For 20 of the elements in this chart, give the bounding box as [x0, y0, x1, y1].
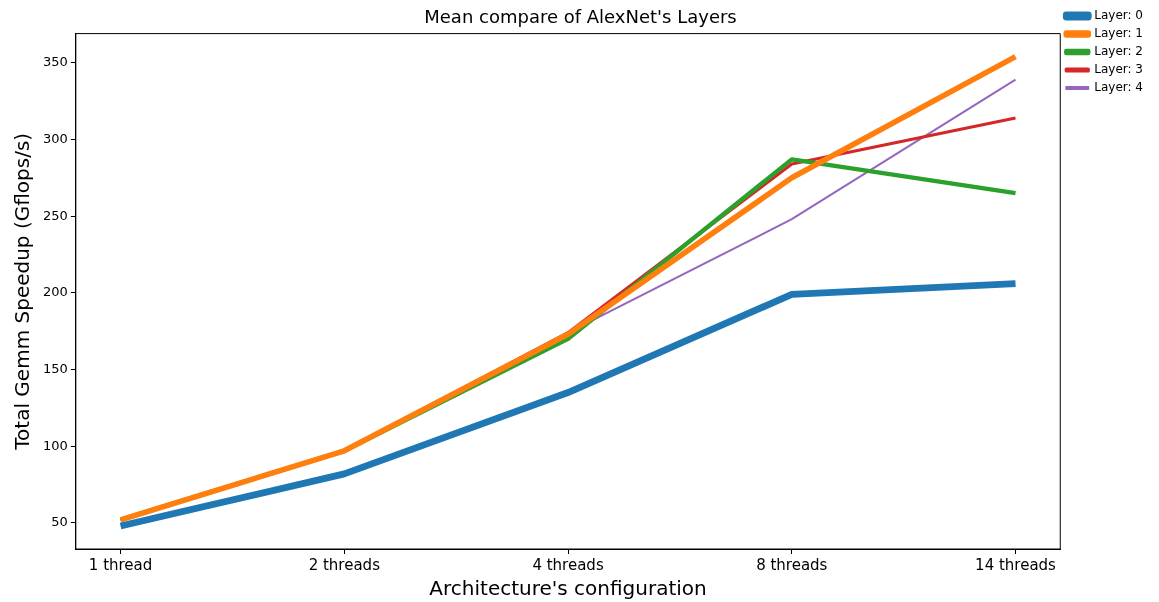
x-tick-label: 1 thread — [88, 555, 153, 574]
legend-label: Layer: 0 — [1094, 8, 1144, 23]
y-tick-label: 250 — [42, 207, 68, 223]
x-tick-label: 4 threads — [532, 555, 604, 574]
y-tick-label: 50 — [51, 514, 68, 530]
y-tick-label: 350 — [42, 54, 68, 70]
y-tick-label: 200 — [42, 284, 68, 300]
x-tick-label: 8 threads — [756, 555, 828, 574]
x-axis-title: Architecture's configuration — [429, 576, 707, 601]
legend-label: Layer: 4 — [1094, 80, 1144, 95]
y-axis-title: Total Gemm Speedup (Gflops/s) — [10, 132, 35, 451]
x-tick-label: 2 threads — [308, 555, 381, 574]
y-tick-label: 300 — [42, 130, 68, 146]
legend-label: Layer: 3 — [1094, 62, 1144, 77]
y-tick-label: 100 — [42, 437, 68, 453]
chart-title: Mean compare of AlexNet's Layers — [424, 6, 737, 28]
y-tick-label: 150 — [42, 360, 68, 376]
x-tick-label: 14 threads — [975, 555, 1057, 574]
legend-label: Layer: 1 — [1094, 26, 1144, 41]
legend-label: Layer: 2 — [1094, 44, 1144, 59]
